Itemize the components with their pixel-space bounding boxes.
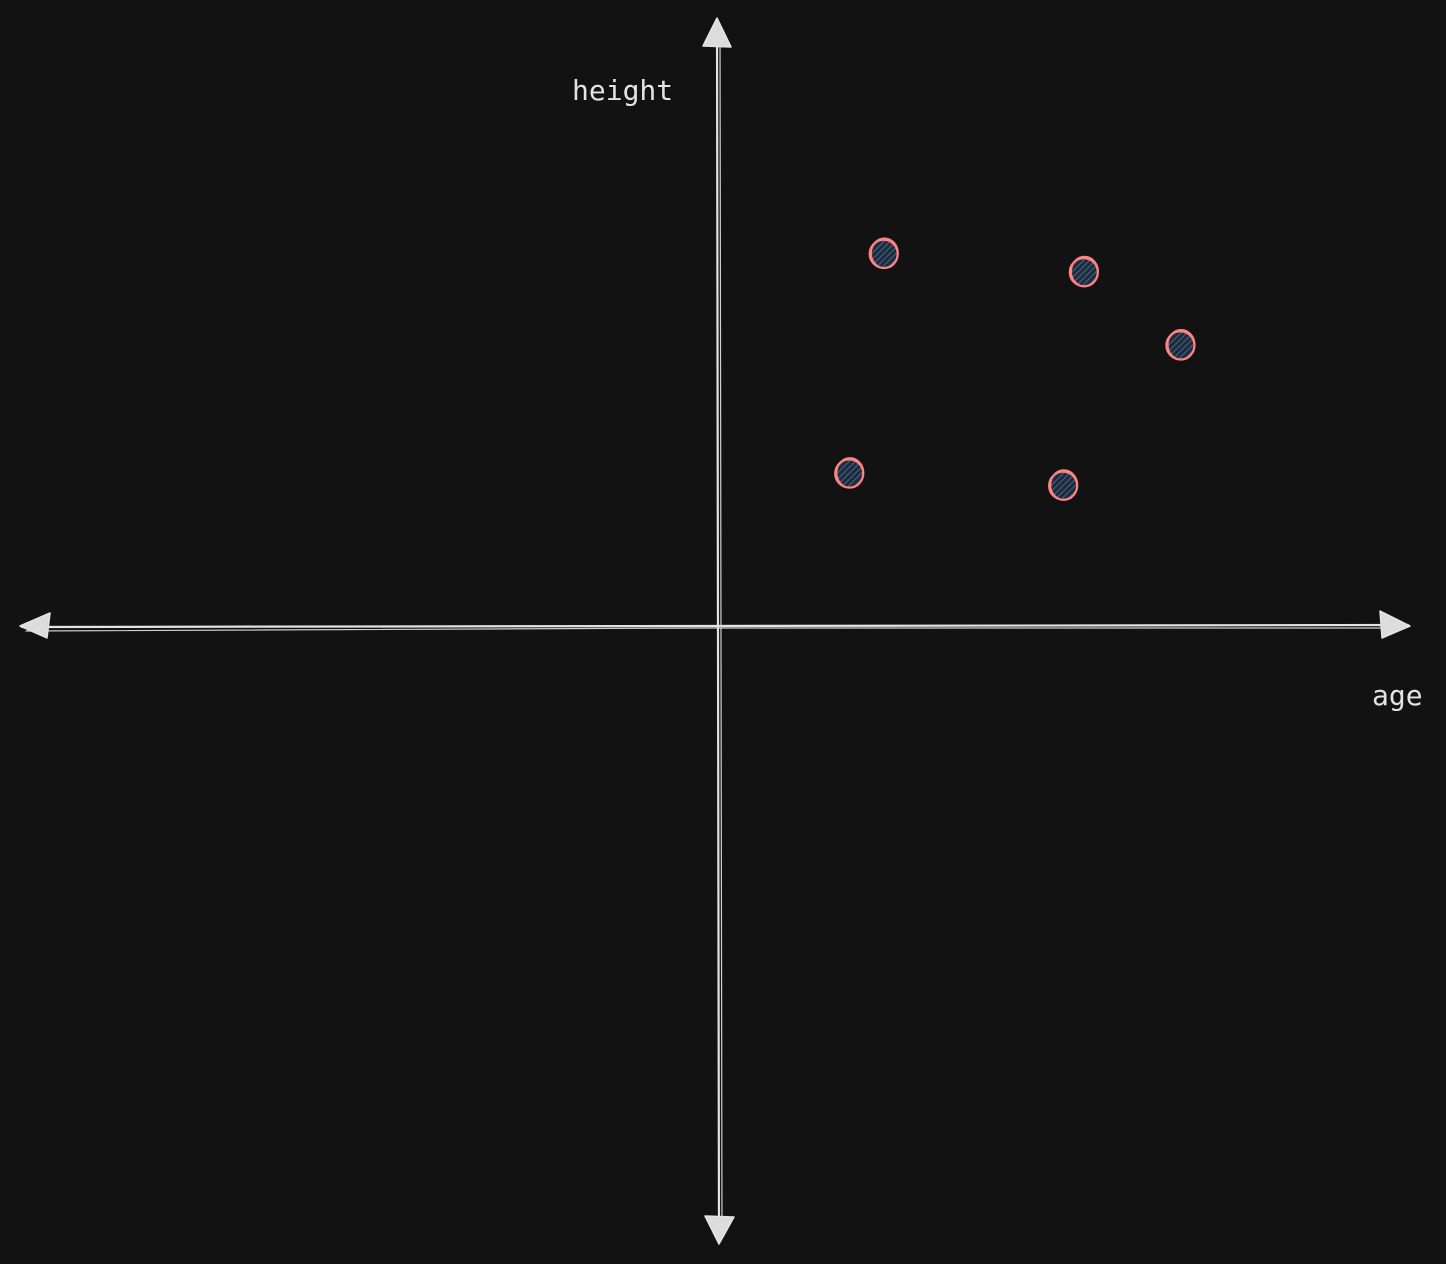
y-axis-label: height <box>572 74 673 107</box>
scatter-point-ring-sketch <box>1070 255 1099 288</box>
y-axis-line-sketch <box>719 27 723 1237</box>
x-axis <box>19 610 1411 639</box>
scatter-point <box>868 237 899 270</box>
y-axis-bottom-arrow <box>704 1215 735 1245</box>
scatter-point-ring-sketch <box>1166 329 1196 361</box>
scatter-point <box>1048 469 1079 501</box>
scatter-points <box>834 237 1196 501</box>
scatter-point <box>1068 255 1099 288</box>
scatter-point-ring-sketch <box>835 457 865 489</box>
x-axis-right-arrow <box>1379 610 1411 639</box>
x-axis-label: age <box>1372 679 1423 712</box>
y-axis-line <box>715 18 721 1244</box>
scatter-point <box>834 457 865 489</box>
y-axis-top-arrow <box>702 17 732 48</box>
scatter-point-ring-sketch <box>869 237 899 270</box>
x-axis-left-arrow <box>19 612 51 639</box>
scatter-point <box>1165 329 1196 361</box>
x-axis-line-sketch <box>25 627 1405 632</box>
y-axis <box>702 17 735 1245</box>
scatter-point-ring-sketch <box>1049 469 1079 501</box>
x-axis-line <box>20 623 1410 629</box>
